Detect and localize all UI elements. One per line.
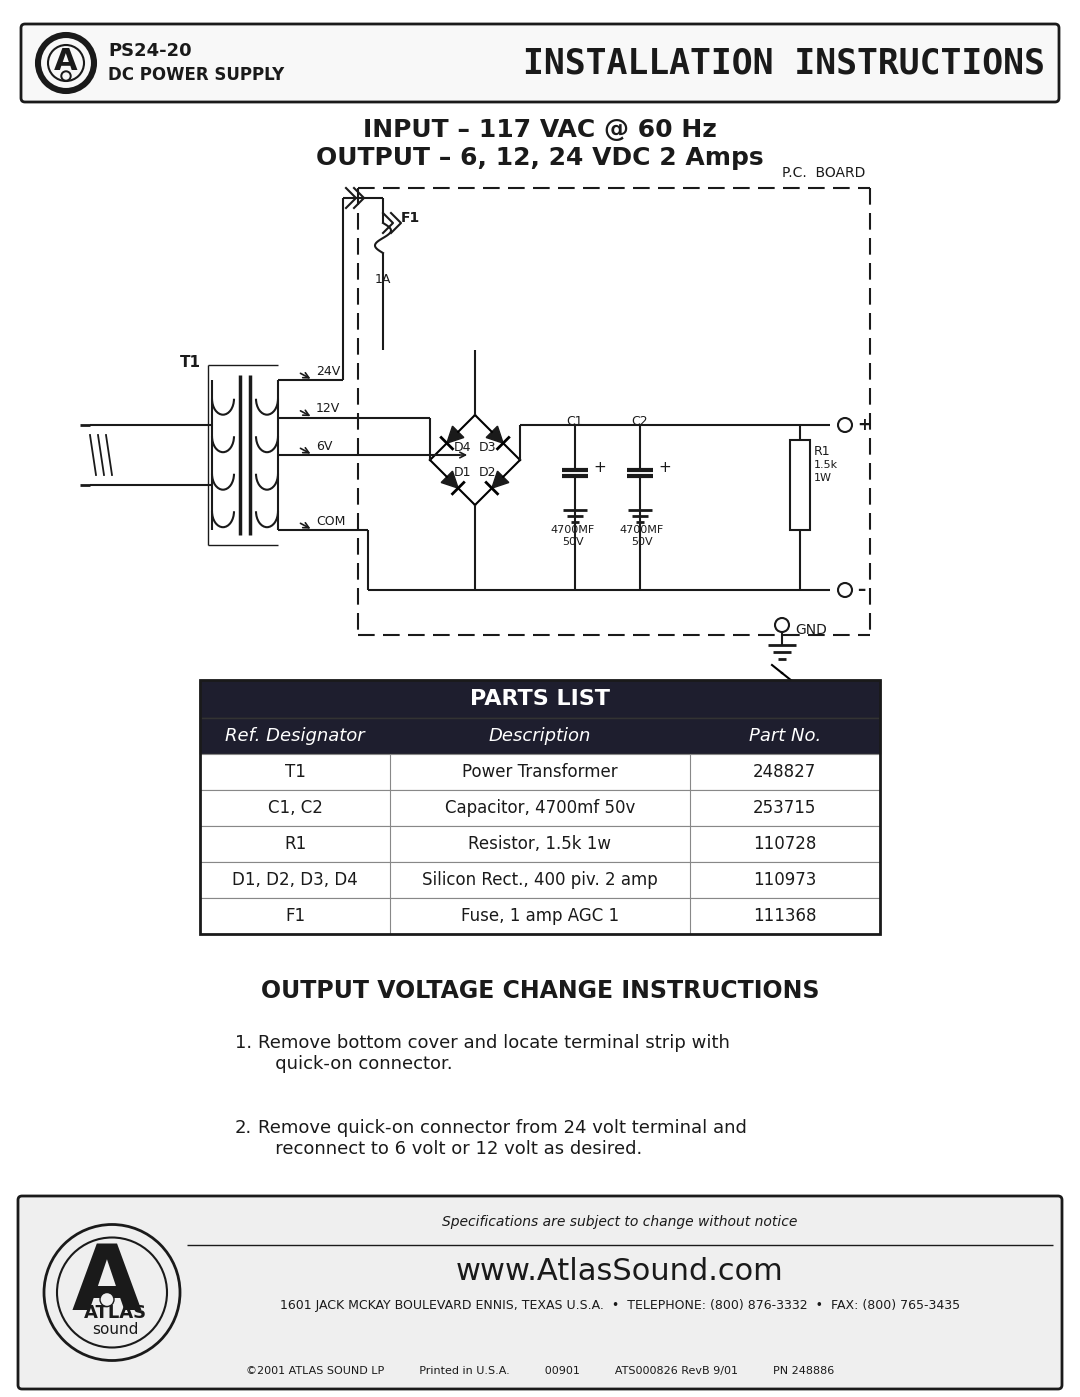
Text: 4700MF: 4700MF [620, 525, 664, 535]
Text: R1: R1 [284, 835, 307, 854]
Bar [789, 440, 810, 529]
Text: C1, C2: C1, C2 [268, 799, 323, 817]
Text: 2.: 2. [235, 1119, 253, 1137]
FancyBboxPatch shape [21, 24, 1059, 102]
Text: Silicon Rect., 400 piv. 2 amp: Silicon Rect., 400 piv. 2 amp [422, 870, 658, 888]
Bar [200, 680, 880, 718]
Text: PS24-20: PS24-20 [108, 42, 191, 60]
Text: D2: D2 [478, 467, 497, 479]
Text: 4700MF: 4700MF [551, 525, 595, 535]
Bar [200, 789, 880, 826]
Text: T1: T1 [285, 763, 306, 781]
Bar [200, 898, 880, 935]
Text: DC POWER SUPPLY: DC POWER SUPPLY [108, 66, 284, 84]
Text: INSTALLATION INSTRUCTIONS: INSTALLATION INSTRUCTIONS [523, 46, 1045, 80]
Text: 253715: 253715 [753, 799, 816, 817]
Polygon shape [447, 426, 463, 443]
Circle shape [100, 1292, 114, 1306]
Text: 1601 JACK MCKAY BOULEVARD ENNIS, TEXAS U.S.A.  •  TELEPHONE: (800) 876-3332  •  : 1601 JACK MCKAY BOULEVARD ENNIS, TEXAS U… [280, 1298, 960, 1312]
Text: Description: Description [489, 726, 591, 745]
Text: D4: D4 [454, 441, 471, 454]
Text: P.C.  BOARD: P.C. BOARD [782, 166, 865, 180]
Bar [200, 826, 880, 862]
Text: A: A [54, 46, 78, 75]
Text: D1, D2, D3, D4: D1, D2, D3, D4 [232, 870, 359, 888]
Text: 6V: 6V [316, 440, 333, 453]
Text: Fuse, 1 amp AGC 1: Fuse, 1 amp AGC 1 [461, 907, 619, 925]
Text: Resistor, 1.5k 1w: Resistor, 1.5k 1w [469, 835, 611, 854]
Text: 12V: 12V [316, 402, 340, 415]
Text: PARTS LIST: PARTS LIST [470, 689, 610, 710]
Text: F1: F1 [285, 907, 306, 925]
Bar [200, 862, 880, 898]
Text: ©2001 ATLAS SOUND LP          Printed in U.S.A.          00901          ATS00082: ©2001 ATLAS SOUND LP Printed in U.S.A. 0… [246, 1366, 834, 1376]
Text: ATLAS: ATLAS [84, 1303, 147, 1322]
Bar [200, 680, 880, 935]
Polygon shape [442, 471, 458, 488]
Text: +: + [858, 416, 870, 434]
Text: 110728: 110728 [753, 835, 816, 854]
Text: Part No.: Part No. [748, 726, 821, 745]
Polygon shape [491, 471, 509, 488]
Text: OUTPUT – 6, 12, 24 VDC 2 Amps: OUTPUT – 6, 12, 24 VDC 2 Amps [316, 147, 764, 170]
Text: R1: R1 [814, 446, 831, 458]
Bar [200, 754, 880, 789]
Text: 1W: 1W [814, 474, 832, 483]
Text: A: A [72, 1241, 141, 1329]
Text: 111368: 111368 [753, 907, 816, 925]
Text: 110973: 110973 [753, 870, 816, 888]
Text: F1: F1 [401, 211, 420, 225]
Text: Specifications are subject to change without notice: Specifications are subject to change wit… [443, 1215, 798, 1229]
Text: +: + [658, 461, 671, 475]
Text: 24V: 24V [316, 365, 340, 379]
Text: Remove bottom cover and locate terminal strip with
   quick-on connector.: Remove bottom cover and locate terminal … [258, 1034, 730, 1073]
Circle shape [57, 1238, 167, 1348]
Circle shape [838, 418, 852, 432]
Text: sound: sound [92, 1322, 138, 1337]
Circle shape [40, 36, 92, 89]
Text: 50V: 50V [563, 536, 584, 548]
Circle shape [63, 73, 69, 80]
Text: T1: T1 [179, 355, 201, 370]
FancyBboxPatch shape [18, 1196, 1062, 1389]
Text: OUTPUT VOLTAGE CHANGE INSTRUCTIONS: OUTPUT VOLTAGE CHANGE INSTRUCTIONS [260, 979, 820, 1003]
Circle shape [838, 583, 852, 597]
Text: Capacitor, 4700mf 50v: Capacitor, 4700mf 50v [445, 799, 635, 817]
Text: 1A: 1A [375, 272, 391, 286]
Text: 1.5k: 1.5k [814, 460, 838, 469]
Text: 50V: 50V [631, 536, 652, 548]
Text: –: – [858, 581, 865, 599]
Text: Remove quick-on connector from 24 volt terminal and
   reconnect to 6 volt or 12: Remove quick-on connector from 24 volt t… [258, 1119, 747, 1158]
Text: GND: GND [795, 623, 827, 637]
Text: 248827: 248827 [753, 763, 816, 781]
Text: Ref. Designator: Ref. Designator [226, 726, 365, 745]
Polygon shape [486, 426, 503, 443]
Circle shape [60, 71, 71, 81]
Text: C1: C1 [567, 415, 583, 427]
Text: Power Transformer: Power Transformer [462, 763, 618, 781]
Text: INPUT – 117 VAC @ 60 Hz: INPUT – 117 VAC @ 60 Hz [363, 117, 717, 142]
Circle shape [44, 1225, 180, 1361]
Text: D1: D1 [454, 467, 471, 479]
Text: COM: COM [316, 515, 346, 528]
Circle shape [775, 617, 789, 631]
Circle shape [48, 45, 84, 81]
Text: 1.: 1. [235, 1034, 252, 1052]
Text: D3: D3 [478, 441, 497, 454]
Text: www.AtlasSound.com: www.AtlasSound.com [456, 1257, 784, 1287]
Text: +: + [593, 461, 606, 475]
Bar [200, 718, 880, 754]
Circle shape [36, 34, 96, 94]
Text: C2: C2 [632, 415, 648, 427]
